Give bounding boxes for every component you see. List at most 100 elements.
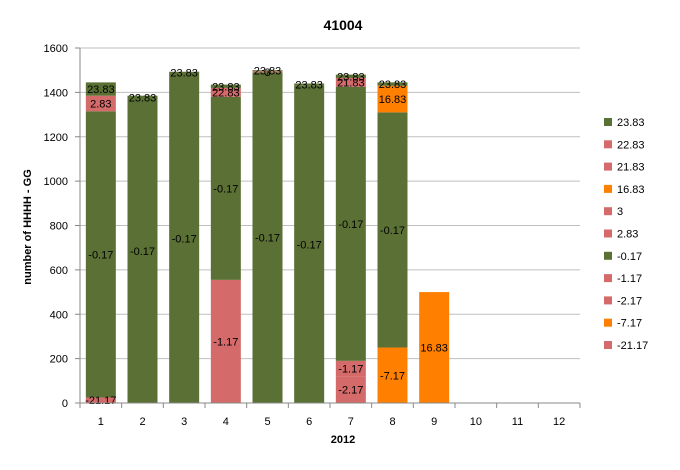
legend-swatch — [604, 118, 612, 126]
legend-label: 21.83 — [617, 162, 645, 174]
bar-segment — [85, 111, 116, 398]
gridlines — [80, 47, 580, 360]
bar-segment — [127, 99, 158, 403]
bar-segment — [377, 112, 408, 348]
legend-swatch — [604, 251, 612, 260]
legend-swatch — [604, 140, 612, 149]
data-label: -1.17 — [213, 336, 238, 348]
legend-swatch — [604, 162, 612, 171]
x-tick-label: 7 — [348, 416, 354, 428]
bars — [85, 70, 450, 403]
x-tick-label: 2 — [139, 416, 145, 428]
data-label: -0.17 — [130, 246, 155, 258]
x-tick-label: 10 — [470, 416, 482, 428]
data-label: 23.83 — [254, 66, 282, 78]
data-label: -21.17 — [85, 395, 116, 407]
x-tick-label: 4 — [223, 416, 229, 428]
legend-swatch — [604, 184, 612, 193]
y-tick-label: 1000 — [44, 176, 68, 188]
bar-segment — [210, 84, 241, 88]
data-label: -0.17 — [297, 239, 322, 251]
data-label: 23.83 — [212, 81, 240, 93]
bar-segment — [335, 77, 366, 87]
data-label: -0.17 — [172, 233, 197, 245]
legend-swatch — [604, 274, 612, 283]
y-tick-label: 400 — [50, 309, 68, 321]
legend-label: 3 — [617, 206, 623, 218]
bar-segment — [335, 360, 366, 377]
data-label: -0.17 — [88, 249, 113, 261]
bar-segment — [377, 82, 408, 86]
legend-label: -21.17 — [617, 340, 648, 352]
data-label: 23.83 — [129, 92, 157, 104]
x-tick-label: 12 — [553, 416, 565, 428]
legend-label: -0.17 — [617, 251, 642, 263]
data-label: 16.83 — [379, 94, 407, 106]
bar-segment — [419, 292, 450, 403]
x-tick-label: 6 — [306, 416, 312, 428]
data-label: 23.83 — [87, 84, 115, 96]
data-label: -0.17 — [213, 183, 238, 195]
bar-segment — [169, 71, 200, 74]
bar-segment — [210, 96, 241, 280]
legend-label: -1.17 — [617, 273, 642, 285]
y-tick-label: 1200 — [44, 132, 68, 144]
data-label: -0.17 — [338, 219, 363, 231]
y-tick-label: 0 — [62, 398, 68, 410]
y-tick-label: 200 — [50, 354, 68, 366]
legend-swatch — [604, 341, 612, 349]
y-tick-label: 1600 — [44, 43, 68, 55]
x-tick-label: 8 — [389, 416, 395, 428]
legend-label: 22.83 — [617, 139, 645, 151]
x-tick-label: 9 — [431, 416, 437, 428]
x-tick-label: 5 — [264, 416, 270, 428]
y-tick-label: 1400 — [44, 87, 68, 99]
bar-segment — [252, 71, 283, 73]
bar-segment — [169, 73, 200, 403]
x-tick-label: 3 — [181, 416, 187, 428]
bar-segment — [377, 347, 408, 403]
legend-label: 16.83 — [617, 184, 645, 196]
bar-segment — [335, 86, 366, 361]
y-tick-label: 800 — [50, 221, 68, 233]
data-label: 23.83 — [295, 80, 323, 92]
bar-segment — [210, 87, 241, 97]
y-tick-label: 600 — [50, 265, 68, 277]
data-label: 21.83 — [337, 77, 365, 89]
legend-label: -7.17 — [617, 318, 642, 330]
legend-swatch — [604, 318, 612, 327]
bar-segment — [85, 397, 116, 403]
bar-segment — [85, 95, 116, 112]
data-label: -2.17 — [338, 385, 363, 397]
x-axis-label: 2012 — [331, 434, 355, 446]
data-label: -0.17 — [380, 225, 405, 237]
data-label: 22.83 — [212, 87, 240, 99]
bar-segment — [294, 85, 325, 403]
bar-segment — [335, 74, 366, 78]
bar-segment — [294, 83, 325, 86]
x-tick-label: 1 — [98, 416, 104, 428]
legend-label: -2.17 — [617, 295, 642, 307]
bar-segment — [252, 70, 283, 72]
data-label: 2.83 — [90, 98, 111, 110]
data-label: -0.17 — [255, 233, 280, 245]
bar-segment — [85, 82, 116, 96]
data-label: 3 — [264, 67, 270, 79]
legend-label: 23.83 — [617, 117, 645, 129]
bar-segment — [335, 376, 366, 403]
bar-segment — [210, 279, 241, 403]
bar-segment — [377, 85, 408, 113]
chart-title: 41004 — [324, 17, 363, 33]
data-label: 23.83 — [379, 79, 407, 91]
x-tick-label: 11 — [512, 416, 523, 428]
bar-segment — [127, 95, 158, 100]
bar-segment — [252, 72, 283, 403]
data-label: 23.83 — [170, 68, 198, 80]
data-label: -7.17 — [380, 370, 405, 382]
legend-swatch — [604, 207, 612, 216]
legend: 23.83 22.83 21.83 16.83 3 2.83 -0.17 -1.17 -2.17… — [604, 117, 648, 352]
data-label: 16.83 — [420, 343, 448, 355]
